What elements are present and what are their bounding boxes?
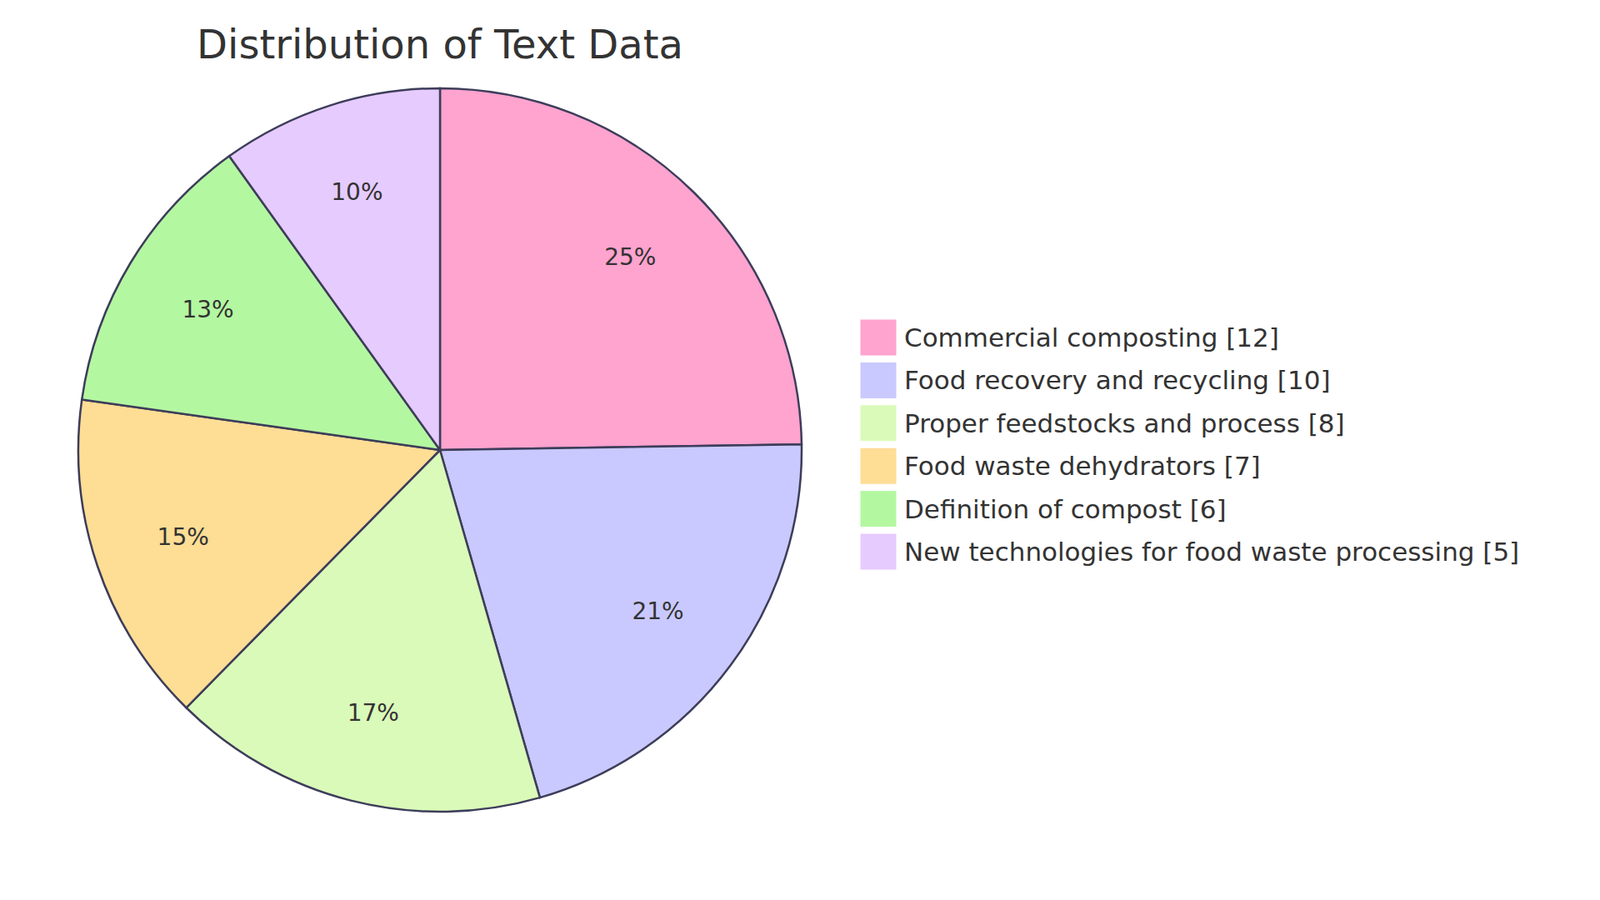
legend-label: Proper feedstocks and process [8] (904, 408, 1345, 439)
legend-label: New technologies for food waste processi… (904, 536, 1520, 567)
legend-label: Food waste dehydrators [7] (904, 450, 1261, 481)
data-label: 13% (181, 295, 234, 324)
legend-swatch (860, 361, 897, 399)
pie-slice (440, 88, 802, 450)
legend-swatch (860, 405, 897, 442)
pie-labels: 25% 21% 17% 15% 13% 10% (157, 178, 685, 727)
legend-label: Commercial composting [12] (904, 322, 1280, 353)
legend: Commercial composting [12] Food recovery … (860, 319, 1520, 570)
data-label: 21% (631, 597, 684, 625)
legend-label: Food recovery and recycling [10] (904, 365, 1331, 395)
legend-swatch (860, 319, 897, 356)
legend-swatch (860, 533, 897, 570)
chart-root: Distribution of Text Data 25% 21% 17% 15% 13%… (0, 0, 1600, 900)
chart-title: Distribution of Text Data (196, 20, 684, 68)
pie-slice (229, 88, 440, 450)
pie-slice (78, 399, 440, 708)
data-label: 10% (330, 178, 383, 206)
data-label: 15% (157, 523, 210, 551)
data-label: 25% (604, 243, 656, 271)
data-label: 17% (347, 699, 400, 727)
pie-slices (78, 88, 802, 812)
legend-label: Definition of compost [6] (904, 494, 1227, 525)
chart-svg: Distribution of Text Data 25% 21% 17% 15% 13%… (0, 0, 1600, 900)
legend-swatch (860, 447, 897, 485)
legend-swatch (860, 490, 897, 528)
